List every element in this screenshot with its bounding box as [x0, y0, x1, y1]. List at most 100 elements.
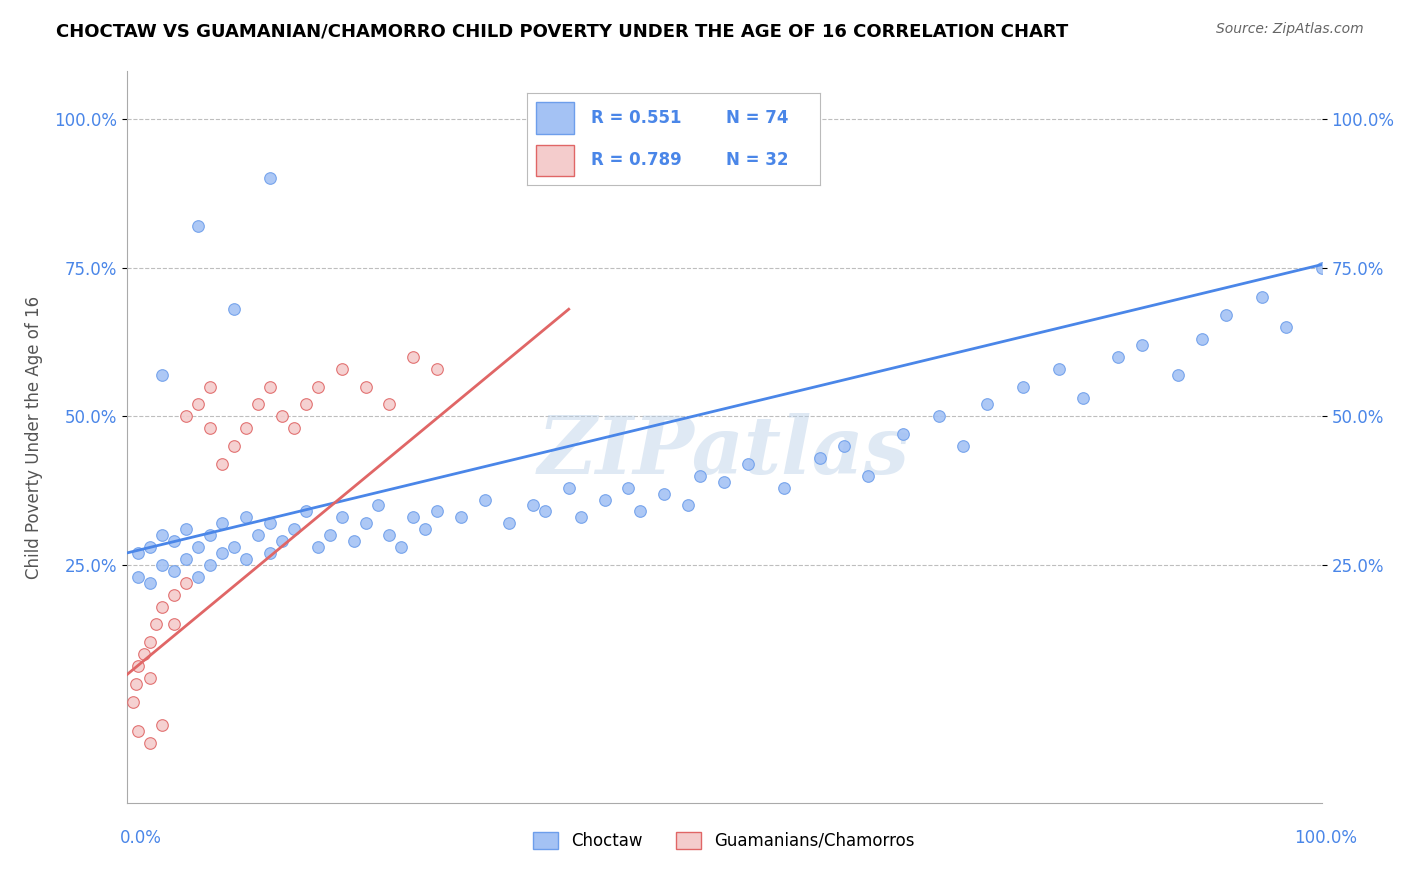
Point [235, 552, 257, 566]
Point [628, 504, 651, 518]
Legend: Choctaw, Guamanians/Chamorros: Choctaw, Guamanians/Chamorros [526, 825, 922, 856]
Point [343, 534, 366, 549]
Point [378, 528, 401, 542]
Point [976, 397, 998, 411]
Point [187, 570, 209, 584]
Point [259, 379, 281, 393]
Point [557, 481, 581, 495]
Point [235, 510, 257, 524]
Point [145, 617, 167, 632]
Point [832, 439, 855, 453]
Text: Source: ZipAtlas.com: Source: ZipAtlas.com [1216, 22, 1364, 37]
Point [1274, 320, 1296, 334]
Point [413, 522, 436, 536]
Point [402, 350, 425, 364]
Point [676, 499, 699, 513]
Point [1047, 361, 1070, 376]
Point [318, 528, 342, 542]
Point [307, 540, 329, 554]
Text: ZIPatlas: ZIPatlas [538, 413, 910, 491]
Point [127, 659, 149, 673]
Point [498, 516, 520, 531]
Point [163, 588, 186, 602]
Point [689, 468, 711, 483]
Point [163, 564, 186, 578]
Point [283, 421, 305, 435]
Point [617, 481, 640, 495]
Point [952, 439, 974, 453]
Point [222, 302, 246, 317]
Point [652, 486, 675, 500]
Point [139, 671, 162, 685]
Point [1108, 350, 1130, 364]
Point [1215, 308, 1237, 322]
Point [127, 570, 149, 584]
Point [211, 516, 233, 531]
Point [200, 528, 222, 542]
Point [474, 492, 496, 507]
Point [808, 450, 831, 465]
Point [450, 510, 472, 524]
Point [150, 558, 174, 572]
Point [294, 504, 316, 518]
Point [259, 171, 281, 186]
Point [270, 409, 294, 424]
Point [187, 219, 209, 233]
Point [1130, 338, 1153, 352]
Point [426, 504, 449, 518]
Text: 100.0%: 100.0% [1294, 829, 1357, 847]
Point [522, 499, 544, 513]
Point [163, 617, 186, 632]
Point [737, 457, 759, 471]
Point [174, 575, 197, 590]
Point [150, 718, 174, 732]
Y-axis label: Child Poverty Under the Age of 16: Child Poverty Under the Age of 16 [25, 295, 42, 579]
Point [211, 546, 233, 560]
Point [127, 724, 149, 739]
Point [259, 546, 281, 560]
Point [139, 575, 162, 590]
Point [426, 361, 449, 376]
Point [127, 546, 149, 560]
Point [259, 516, 281, 531]
Point [1250, 290, 1272, 304]
Text: CHOCTAW VS GUAMANIAN/CHAMORRO CHILD POVERTY UNDER THE AGE OF 16 CORRELATION CHAR: CHOCTAW VS GUAMANIAN/CHAMORRO CHILD POVE… [56, 22, 1069, 40]
Point [211, 457, 233, 471]
Text: 0.0%: 0.0% [120, 829, 162, 847]
Point [569, 510, 592, 524]
Point [222, 439, 246, 453]
Point [283, 522, 305, 536]
Point [713, 475, 735, 489]
Point [200, 379, 222, 393]
Point [200, 558, 222, 572]
Point [1011, 379, 1033, 393]
Point [366, 499, 388, 513]
Point [174, 522, 197, 536]
Point [773, 481, 796, 495]
Point [891, 427, 914, 442]
Point [533, 504, 555, 518]
Point [174, 409, 197, 424]
Point [294, 397, 316, 411]
Point [150, 528, 174, 542]
Point [856, 468, 879, 483]
Point [1167, 368, 1189, 382]
Point [139, 540, 162, 554]
Point [1071, 392, 1094, 406]
Point [391, 540, 413, 554]
Point [330, 510, 353, 524]
Point [121, 695, 143, 709]
Point [378, 397, 401, 411]
Point [307, 379, 329, 393]
Point [593, 492, 616, 507]
Point [330, 361, 353, 376]
Point [247, 397, 270, 411]
Point [174, 552, 197, 566]
Point [163, 534, 186, 549]
Point [222, 540, 246, 554]
Point [150, 599, 174, 614]
Point [354, 516, 377, 531]
Point [187, 397, 209, 411]
Point [354, 379, 377, 393]
Point [134, 647, 156, 661]
